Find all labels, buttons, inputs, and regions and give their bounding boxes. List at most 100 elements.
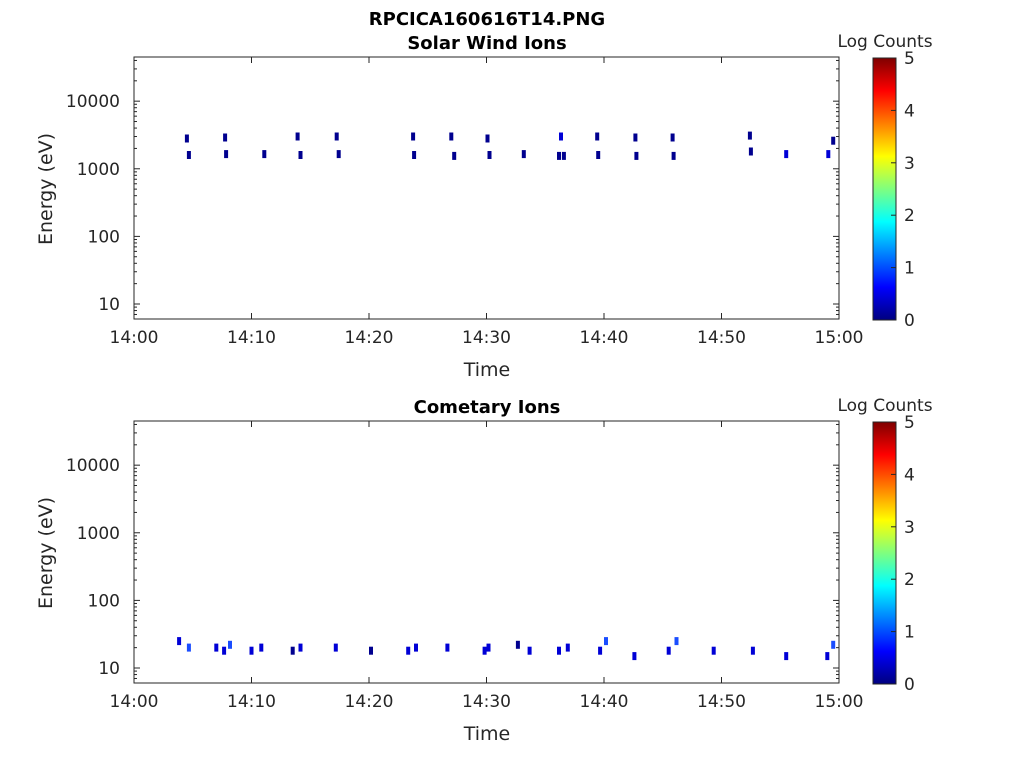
x-tick-label: 14:10 <box>227 692 276 712</box>
data-pixel <box>445 643 450 652</box>
data-pixel <box>249 646 254 655</box>
data-pixel <box>333 643 338 652</box>
data-pixel <box>223 133 228 142</box>
data-pixel <box>515 640 520 649</box>
data-pixel <box>831 136 836 145</box>
panel-title: Solar Wind Ions <box>407 33 566 54</box>
colorbar-tick-label: 0 <box>904 311 915 331</box>
data-pixel <box>826 150 831 159</box>
data-pixel <box>670 133 675 142</box>
data-pixel <box>557 646 561 655</box>
data-pixel <box>784 652 789 661</box>
data-pixel <box>452 151 457 160</box>
data-pixel <box>487 151 492 159</box>
plot-frame <box>133 56 840 320</box>
x-tick-label: 14:50 <box>697 692 746 712</box>
solar-wind-heatmap <box>184 131 836 160</box>
x-tick-label: 15:00 <box>815 328 864 348</box>
data-pixel <box>666 646 671 655</box>
data-pixel <box>334 132 339 141</box>
x-tick-label: 14:50 <box>697 328 746 348</box>
data-pixel <box>711 646 716 655</box>
x-tick-label: 14:40 <box>580 692 629 712</box>
data-pixel <box>406 646 411 655</box>
x-tick-label: 14:40 <box>580 328 629 348</box>
data-pixel <box>596 151 601 159</box>
data-pixel <box>262 150 267 159</box>
x-tick-label: 14:30 <box>462 328 511 348</box>
data-pixel <box>634 151 639 160</box>
data-pixel <box>825 652 830 661</box>
figure-title: RPCICA160616T14.PNG <box>369 9 605 30</box>
y-tick-label: 10000 <box>66 92 120 112</box>
data-pixel <box>485 134 490 143</box>
colorbar-label: Log Counts <box>837 396 932 416</box>
x-tick-label: 14:00 <box>110 692 159 712</box>
data-pixel <box>482 646 487 655</box>
cometary-axes: 14:00 14:10 14:20 14:30 14:40 14:50 15:00 10 100… <box>66 420 864 712</box>
data-pixel <box>604 637 608 646</box>
y-tick-label: 1000 <box>77 160 120 180</box>
data-pixel <box>557 151 561 160</box>
x-tick-label: 14:00 <box>110 328 159 348</box>
data-pixel <box>598 646 603 655</box>
data-pixel <box>186 151 191 159</box>
y-tick-label: 10000 <box>66 456 120 476</box>
data-pixel <box>748 147 753 156</box>
data-pixel <box>633 133 638 142</box>
data-pixel <box>214 643 219 652</box>
colorbar-tick-label: 4 <box>904 101 915 121</box>
data-pixel <box>298 643 303 652</box>
colorbar-tick-label: 2 <box>904 570 915 590</box>
y-tick-label: 100 <box>88 591 120 611</box>
panel-title: Cometary Ions <box>414 397 561 418</box>
data-pixel <box>222 646 227 655</box>
colorbar: Log Counts 0 1 2 3 4 5 <box>837 396 932 695</box>
x-tick-label: 14:10 <box>227 328 276 348</box>
data-pixel <box>521 150 526 159</box>
data-pixel <box>527 646 532 655</box>
data-pixel <box>411 132 416 141</box>
data-pixel <box>369 646 373 655</box>
data-pixel <box>595 132 600 141</box>
y-tick-label: 10 <box>98 659 120 679</box>
cometary-heatmap <box>177 637 836 661</box>
data-pixel <box>228 640 232 649</box>
colorbar-tick-label: 2 <box>904 206 915 226</box>
x-tick-label: 14:20 <box>345 328 394 348</box>
solar-wind-panel: Solar Wind Ions 14:00 14:10 14:20 14:30 14:4… <box>35 32 933 381</box>
x-axis-label: Time <box>463 359 511 381</box>
data-pixel <box>750 646 755 655</box>
data-pixel <box>784 150 789 159</box>
data-pixel <box>559 132 563 141</box>
colorbar-tick-label: 1 <box>904 259 915 279</box>
y-axis-label: Energy (eV) <box>35 497 57 609</box>
y-tick-label: 10 <box>98 295 120 315</box>
data-pixel <box>184 134 189 143</box>
data-pixel <box>449 132 454 141</box>
data-pixel <box>747 131 752 140</box>
colorbar: Log Counts 0 1 2 3 4 5 <box>837 32 932 331</box>
data-pixel <box>414 643 418 652</box>
data-pixel <box>671 151 676 160</box>
data-pixel <box>177 637 182 646</box>
x-tick-label: 14:20 <box>345 692 394 712</box>
colorbar-tick-label: 5 <box>904 413 915 433</box>
y-axis-label: Energy (eV) <box>35 133 57 245</box>
data-pixel <box>632 652 637 661</box>
y-tick-label: 1000 <box>77 524 120 544</box>
data-pixel <box>295 132 300 141</box>
data-pixel <box>412 151 417 159</box>
colorbar-tick-label: 0 <box>904 675 915 695</box>
data-pixel <box>831 640 836 649</box>
data-pixel <box>298 151 303 159</box>
data-pixel <box>674 637 679 646</box>
data-pixel <box>259 643 264 652</box>
data-pixel <box>486 643 491 652</box>
solar-wind-axes: 14:00 14:10 14:20 14:30 14:40 14:50 15:00 10 100… <box>66 56 864 348</box>
colorbar-gradient <box>872 57 897 321</box>
colorbar-tick-label: 5 <box>904 49 915 69</box>
data-pixel <box>290 646 295 655</box>
colorbar-tick-label: 4 <box>904 465 915 485</box>
